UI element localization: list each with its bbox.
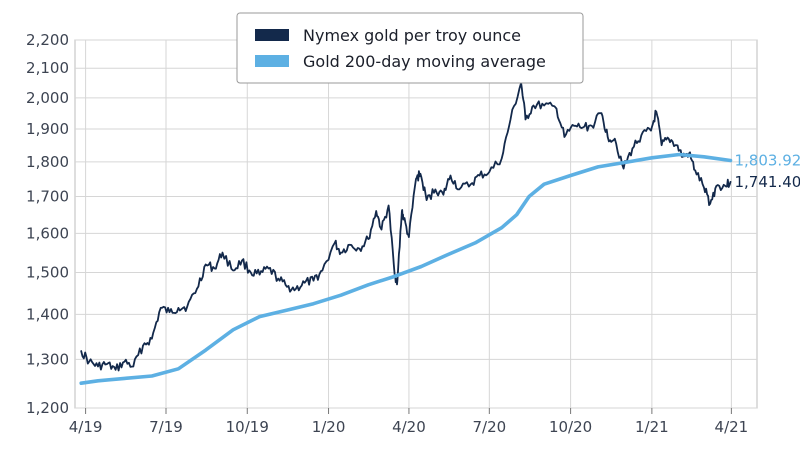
series-line-gold-price bbox=[80, 82, 732, 372]
plot-frame bbox=[74, 39, 758, 409]
y-tick-label: 2,200 bbox=[26, 31, 69, 49]
series-lines bbox=[79, 82, 733, 385]
end-labels: 1,741.40 1,803.92 bbox=[734, 152, 800, 191]
end-label-gold-price: 1,741.40 bbox=[734, 173, 800, 191]
grid bbox=[74, 39, 758, 409]
legend-swatch-gold-price bbox=[255, 29, 289, 41]
x-tick-label: 10/19 bbox=[226, 418, 269, 436]
legend-label-gold-price: Nymex gold per troy ounce bbox=[303, 26, 521, 45]
series-line-moving-average bbox=[79, 152, 733, 385]
y-tick-label: 1,800 bbox=[26, 153, 69, 171]
x-tick-label: 10/20 bbox=[549, 418, 592, 436]
y-tick-label: 2,000 bbox=[26, 89, 69, 107]
legend-swatch-moving-average bbox=[255, 55, 289, 67]
legend-box bbox=[236, 12, 584, 84]
y-tick-label: 2,100 bbox=[26, 59, 69, 77]
x-tick-label: 4/19 bbox=[69, 418, 103, 436]
end-label-moving-average: 1,803.92 bbox=[734, 152, 800, 170]
x-tick-label: 1/20 bbox=[312, 418, 346, 436]
legend-label-moving-average: Gold 200-day moving average bbox=[303, 52, 546, 71]
x-tick-label: 4/20 bbox=[392, 418, 426, 436]
y-tick-label: 1,500 bbox=[26, 264, 69, 282]
y-tick-label: 1,200 bbox=[26, 399, 69, 417]
x-tick-label: 4/21 bbox=[715, 418, 749, 436]
x-tick-label: 1/21 bbox=[635, 418, 669, 436]
y-tick-label: 1,300 bbox=[26, 350, 69, 368]
y-tick-label: 1,700 bbox=[26, 188, 69, 206]
x-tick-label: 7/19 bbox=[149, 418, 183, 436]
axes: 1,200 1,300 1,400 1,500 1,600 1,700 1,800 1,900… bbox=[26, 31, 748, 436]
legend: Nymex gold per troy ounce Gold 200-day mo… bbox=[236, 12, 584, 84]
y-tick-label: 1,400 bbox=[26, 305, 69, 323]
y-tick-label: 1,600 bbox=[26, 224, 69, 242]
x-tick-label: 7/20 bbox=[472, 418, 506, 436]
y-tick-label: 1,900 bbox=[26, 120, 69, 138]
